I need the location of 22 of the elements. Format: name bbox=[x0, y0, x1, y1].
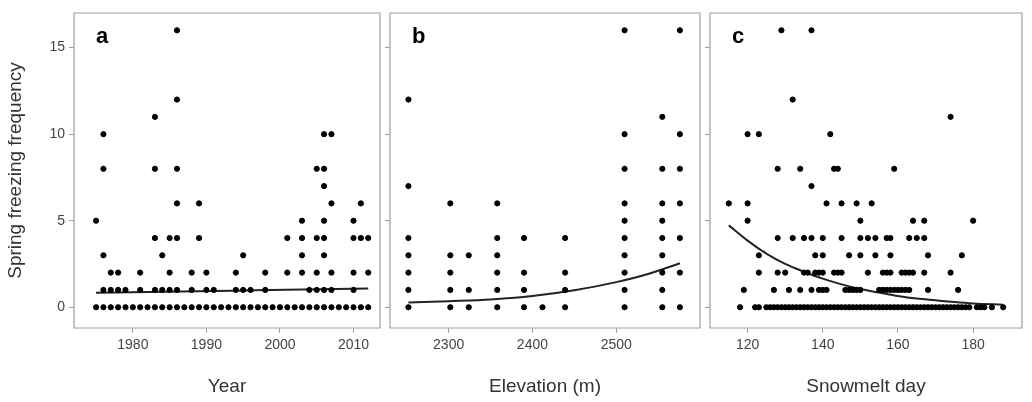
x-axis-title: Snowmelt day bbox=[806, 374, 927, 396]
y-axis-title: Spring freezing frequency bbox=[3, 61, 25, 279]
x-tick-label: 2400 bbox=[516, 336, 549, 353]
x-tick-label: 2500 bbox=[600, 336, 632, 353]
x-tick-label: 2300 bbox=[433, 336, 465, 353]
y-tick-label: 5 bbox=[57, 211, 66, 228]
x-tick-label: 1990 bbox=[190, 336, 223, 353]
y-tick-label: 0 bbox=[57, 298, 66, 315]
x-tick-label: 2010 bbox=[337, 336, 370, 353]
x-tick-label: 2000 bbox=[264, 336, 296, 353]
text: a bbox=[96, 23, 109, 48]
x-tick-label: 120 bbox=[735, 336, 760, 353]
x-tick-label: 1980 bbox=[117, 336, 149, 353]
y-tick-label: 15 bbox=[49, 38, 66, 55]
x-axis-title: Elevation (m) bbox=[489, 374, 601, 396]
y-tick-label: 10 bbox=[49, 125, 66, 142]
x-tick-label: 140 bbox=[811, 336, 835, 353]
x-tick-label: 180 bbox=[961, 336, 986, 353]
text: b bbox=[412, 23, 426, 48]
text: c bbox=[732, 23, 745, 48]
x-tick-label: 160 bbox=[886, 336, 910, 353]
x-axis-title: Year bbox=[207, 374, 247, 396]
